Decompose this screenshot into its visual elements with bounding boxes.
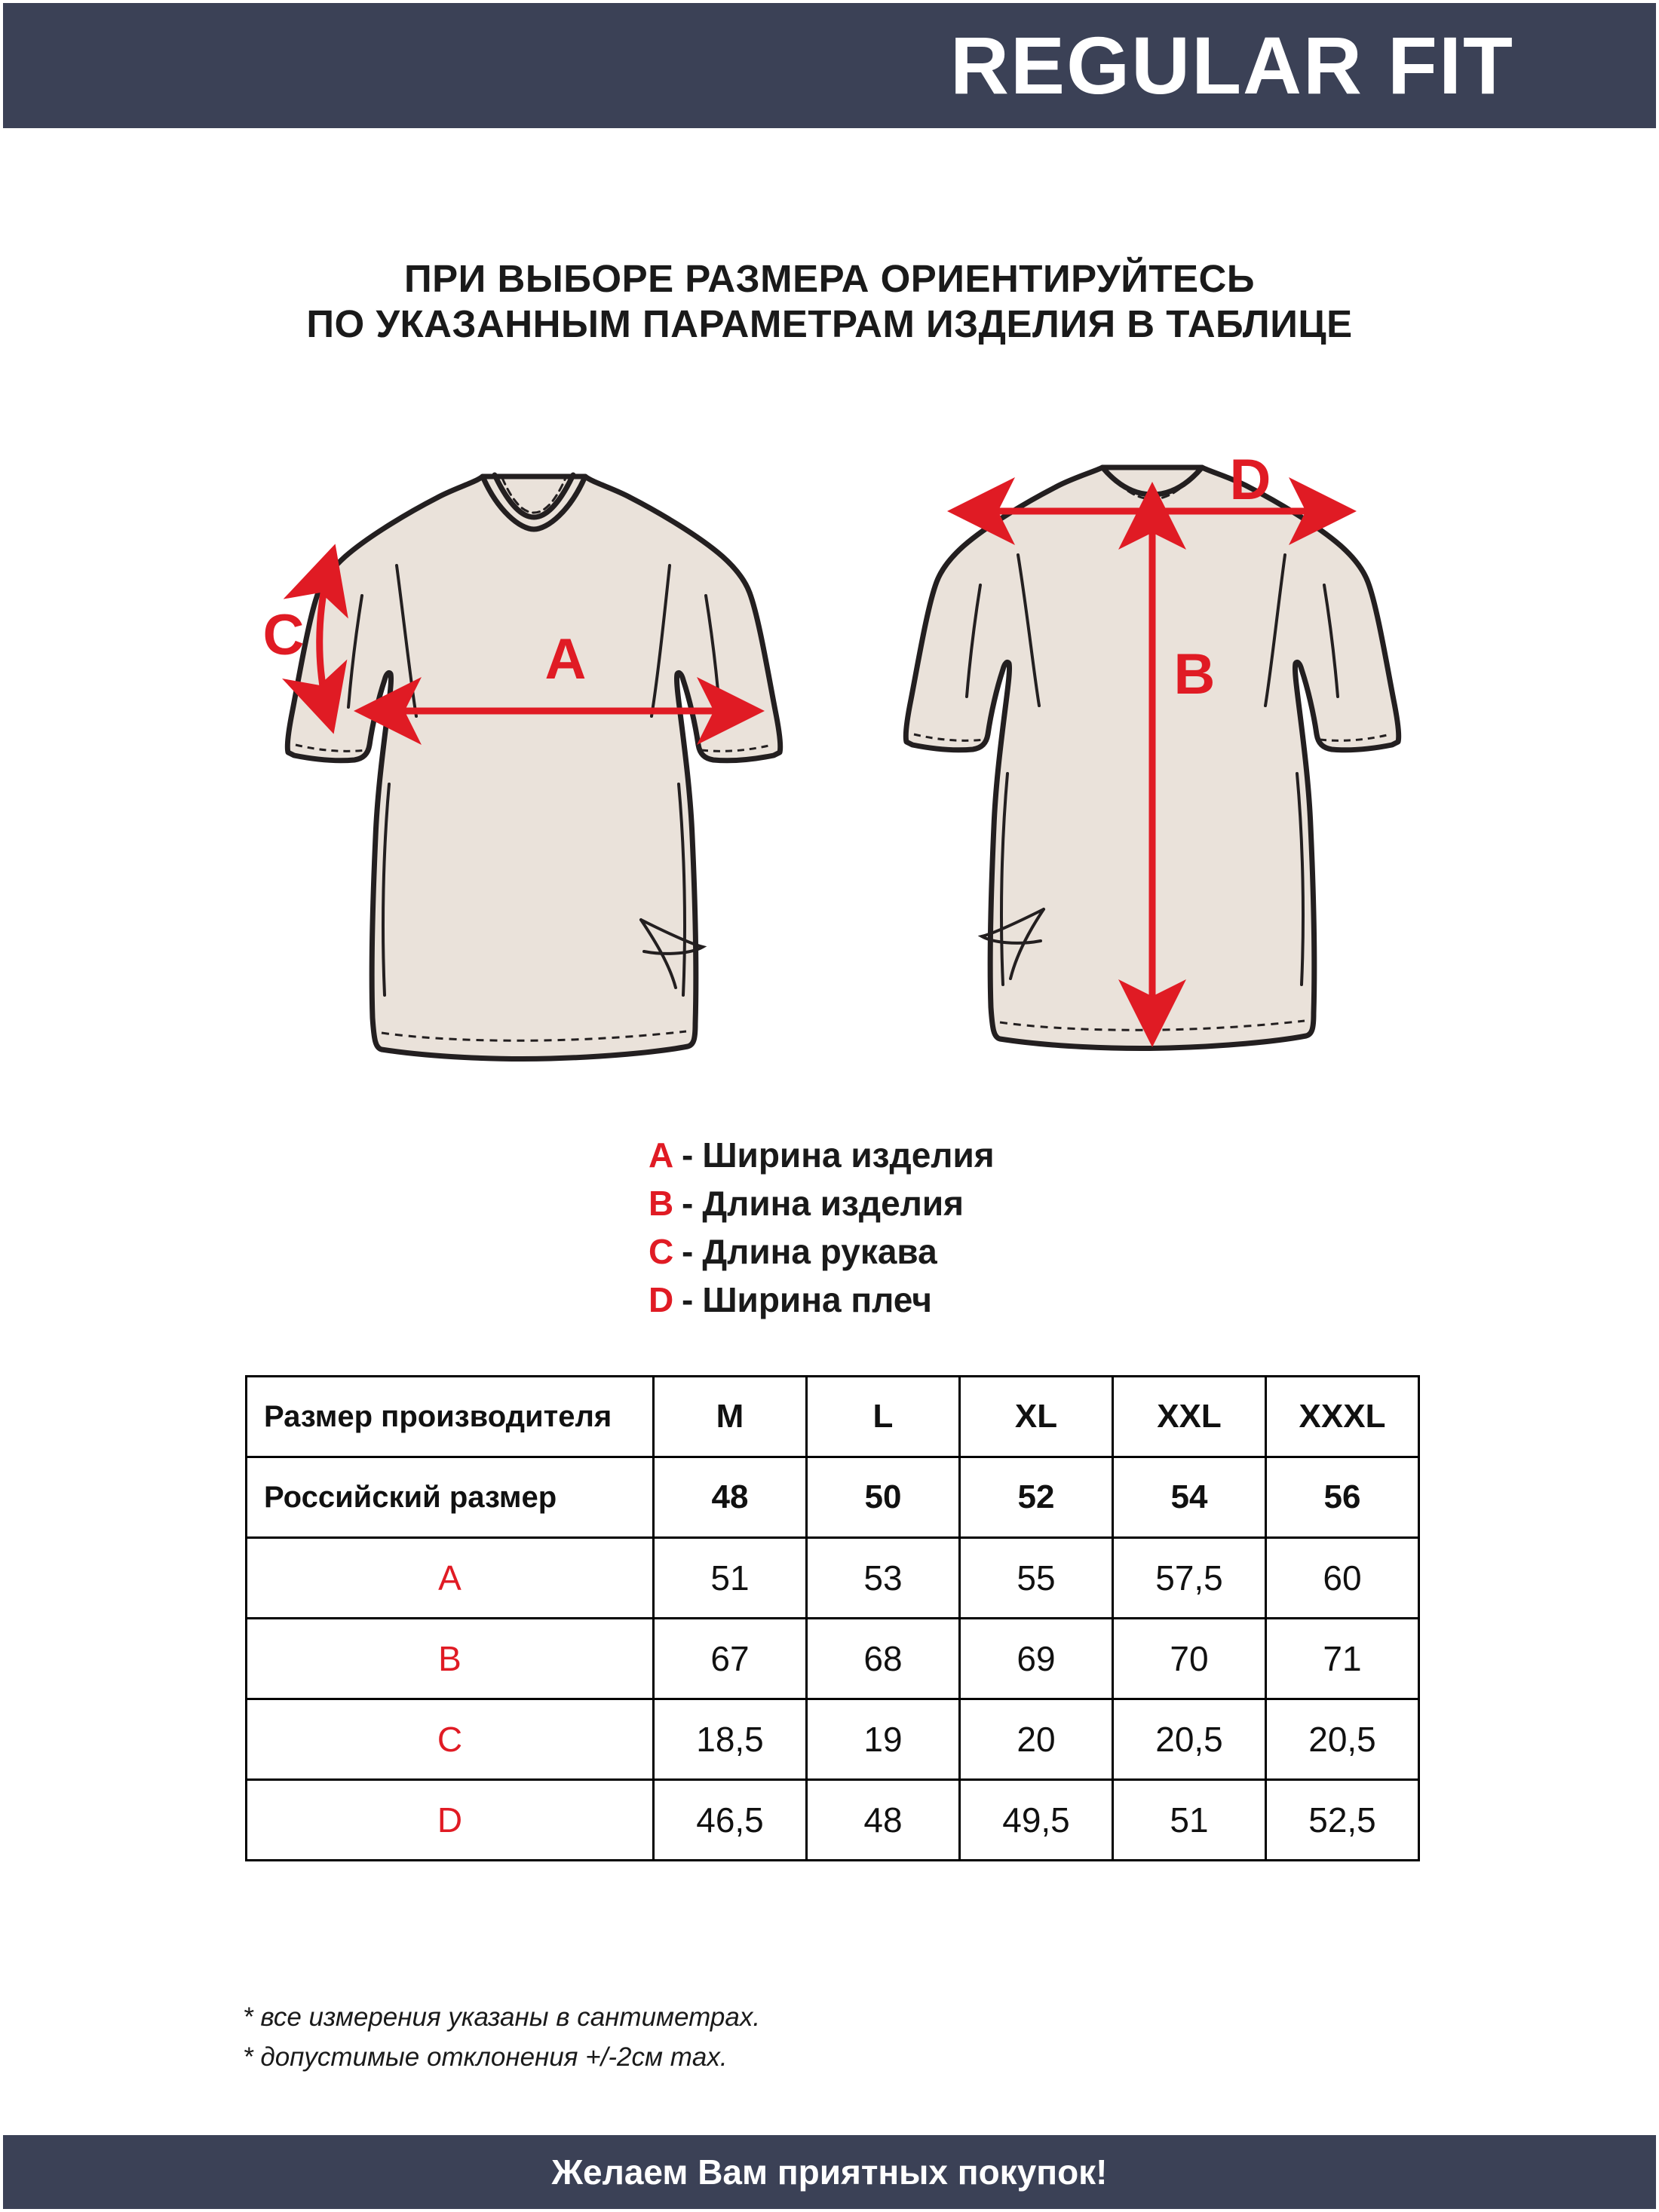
table-cell: 48	[805, 1778, 961, 1861]
size-table: Размер производителя M L XL XXL XXXL Рос…	[245, 1375, 1420, 1861]
measurement-legend: A - Ширина изделия B - Длина изделия C -…	[649, 1135, 1327, 1328]
table-row-d: D 46,5 48 49,5 51 52,5	[245, 1778, 1420, 1861]
table-cell: 51	[1112, 1778, 1267, 1861]
table-cell: 60	[1265, 1536, 1420, 1619]
table-cell: L	[805, 1375, 961, 1458]
table-cell: 19	[805, 1698, 961, 1781]
row-label-c: C	[245, 1698, 655, 1781]
table-cell: 52,5	[1265, 1778, 1420, 1861]
table-cell: 51	[652, 1536, 808, 1619]
legend-key-b: B	[649, 1184, 674, 1223]
table-cell: 46,5	[652, 1778, 808, 1861]
row-label-a: A	[245, 1536, 655, 1619]
front-measure-overlay: A C	[263, 544, 765, 745]
subtitle-line-2: ПО УКАЗАННЫМ ПАРАМЕТРАМ ИЗДЕЛИЯ В ТАБЛИЦ…	[306, 302, 1353, 346]
table-cell: 71	[1265, 1617, 1420, 1700]
tshirt-front-illustration	[284, 472, 784, 1062]
legend-dash: -	[682, 1184, 694, 1223]
table-cell: XXXL	[1265, 1375, 1420, 1458]
row-label-d: D	[245, 1778, 655, 1861]
table-cell: 70	[1112, 1617, 1267, 1700]
illustration-area: A C	[0, 445, 1659, 1123]
legend-text-a: Ширина изделия	[702, 1135, 995, 1175]
table-row-manufacturer: Размер производителя M L XL XXL XXXL	[245, 1375, 1420, 1458]
footnotes-block: * все измерения указаны в сантиметрах. *…	[243, 1998, 1299, 2077]
back-measure-overlay: D B	[947, 448, 1357, 1047]
footnote-tolerance: * допустимые отклонения +/-2см max.	[243, 2042, 728, 2072]
row-label-b: B	[245, 1617, 655, 1700]
legend-item-b: B - Длина изделия	[649, 1183, 1327, 1231]
measure-label-c: C	[263, 603, 305, 667]
table-row-c: C 18,5 19 20 20,5 20,5	[245, 1698, 1420, 1781]
table-cell: 20,5	[1265, 1698, 1420, 1781]
table-cell: M	[652, 1375, 808, 1458]
table-cell: 69	[958, 1617, 1114, 1700]
table-row-russian: Российский размер 48 50 52 54 56	[245, 1456, 1420, 1539]
table-cell: XXL	[1112, 1375, 1267, 1458]
legend-item-c: C - Длина рукава	[649, 1231, 1327, 1279]
subtitle-block: ПРИ ВЫБОРЕ РАЗМЕРА ОРИЕНТИРУЙТЕСЬ ПО УКА…	[0, 256, 1659, 347]
footer-bar: Желаем Вам приятных покупок!	[3, 2135, 1656, 2209]
legend-key-c: C	[649, 1232, 674, 1271]
measure-arrow-c	[282, 544, 348, 734]
table-cell: 53	[805, 1536, 961, 1619]
legend-text-d: Ширина плеч	[702, 1280, 932, 1319]
header-bar: REGULAR FIT	[3, 3, 1656, 128]
table-cell: 18,5	[652, 1698, 808, 1781]
table-row-a: A 51 53 55 57,5 60	[245, 1536, 1420, 1619]
footer-message: Желаем Вам приятных покупок!	[551, 2152, 1108, 2192]
measure-label-b: B	[1174, 642, 1216, 706]
legend-item-a: A - Ширина изделия	[649, 1135, 1327, 1183]
table-cell: 56	[1265, 1456, 1420, 1539]
table-row-b: B 67 68 69 70 71	[245, 1617, 1420, 1700]
legend-dash: -	[682, 1135, 694, 1175]
table-cell: 55	[958, 1536, 1114, 1619]
table-cell: XL	[958, 1375, 1114, 1458]
row-label-russian: Российский размер	[245, 1456, 655, 1539]
legend-item-d: D - Ширина плеч	[649, 1279, 1327, 1328]
legend-dash: -	[682, 1232, 694, 1271]
row-label-manufacturer: Размер производителя	[245, 1375, 655, 1458]
table-cell: 48	[652, 1456, 808, 1539]
page-title: REGULAR FIT	[950, 20, 1514, 111]
measure-label-a: A	[545, 627, 587, 691]
table-cell: 57,5	[1112, 1536, 1267, 1619]
subtitle-line-1: ПРИ ВЫБОРЕ РАЗМЕРА ОРИЕНТИРУЙТЕСЬ	[403, 257, 1256, 300]
legend-text-c: Длина рукава	[702, 1232, 937, 1271]
table-cell: 52	[958, 1456, 1114, 1539]
table-cell: 20	[958, 1698, 1114, 1781]
table-cell: 50	[805, 1456, 961, 1539]
table-cell: 67	[652, 1617, 808, 1700]
measure-label-d: D	[1230, 448, 1271, 512]
legend-key-a: A	[649, 1135, 674, 1175]
table-cell: 49,5	[958, 1778, 1114, 1861]
table-cell: 20,5	[1112, 1698, 1267, 1781]
table-cell: 68	[805, 1617, 961, 1700]
legend-key-d: D	[649, 1280, 674, 1319]
legend-dash: -	[682, 1280, 694, 1319]
table-cell: 54	[1112, 1456, 1267, 1539]
legend-text-b: Длина изделия	[702, 1184, 964, 1223]
footnote-units: * все измерения указаны в сантиметрах.	[243, 2002, 761, 2032]
